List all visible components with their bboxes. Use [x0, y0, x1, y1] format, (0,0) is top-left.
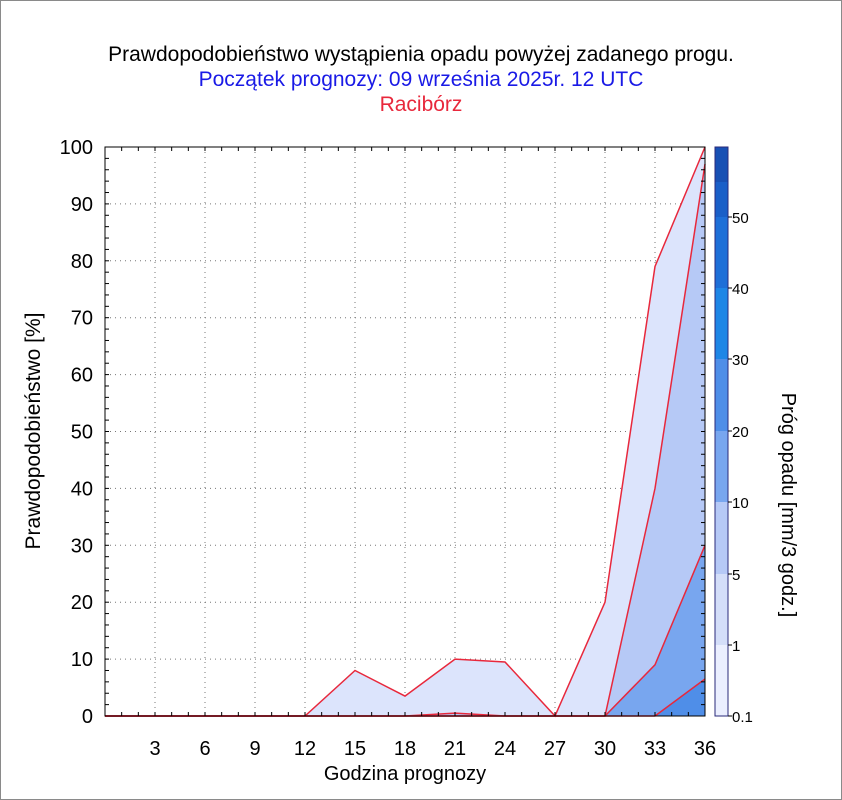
colorbar-segment: [715, 645, 728, 716]
colorbar-tick-label: 50: [732, 210, 749, 227]
y-tick-label: 10: [71, 649, 93, 671]
colorbar-segment: [715, 502, 728, 574]
colorbar-segment: [715, 359, 728, 431]
colorbar-tick-label: 30: [732, 352, 749, 369]
chart-location: Racibórz: [379, 93, 463, 116]
colorbar-segment: [715, 431, 728, 502]
x-tick-label: 27: [544, 738, 566, 760]
chart-subtitle: Początek prognozy: 09 września 2025r. 12…: [198, 68, 644, 91]
y-tick-labels: 0 10 20 30 40 50 60 70 80 90 100: [60, 137, 93, 728]
probability-areas: [105, 147, 705, 716]
colorbar-tick-label: 1: [732, 638, 740, 655]
x-tick-label: 12: [294, 738, 316, 760]
colorbar-segment: [715, 574, 728, 645]
y-axis-label: Prawdopodobieństwo [%]: [22, 313, 45, 550]
area-threshold-1: [105, 164, 705, 716]
y-tick-label: 70: [71, 308, 93, 330]
x-tick-label: 15: [344, 738, 366, 760]
colorbar-tick-label: 0.1: [732, 709, 753, 726]
y-tick-label: 50: [71, 422, 93, 444]
x-tick-label: 33: [644, 738, 666, 760]
y-tick-label: 30: [71, 535, 93, 557]
x-tick-label: 36: [694, 738, 716, 760]
colorbar-tick-labels: 0.1 1 5 10 20 30 40 50: [728, 210, 753, 726]
colorbar-tick-label: 40: [732, 281, 749, 298]
colorbar-segment: [715, 217, 728, 288]
x-tick-label: 18: [394, 738, 416, 760]
x-tick-label: 30: [594, 738, 616, 760]
colorbar: [714, 146, 729, 717]
colorbar-segment: [715, 288, 728, 359]
minor-ticks: [104, 146, 706, 717]
colorbar-segment: [715, 147, 728, 182]
chart-title: Prawdopodobieństwo wystąpienia opadu pow…: [108, 43, 734, 66]
y-tick-label: 20: [71, 592, 93, 614]
y-tick-label: 100: [60, 137, 93, 159]
x-tick-label: 21: [444, 738, 466, 760]
y-tick-label: 80: [71, 251, 93, 273]
y-tick-label: 40: [71, 478, 93, 500]
colorbar-segment: [715, 182, 728, 217]
x-tick-labels: 3 6 9 12 15 18 21 24 27 30 33 36: [149, 738, 716, 760]
colorbar-tick-label: 20: [732, 424, 749, 441]
x-axis-label: Godzina prognozy: [324, 763, 486, 785]
y-tick-label: 60: [71, 365, 93, 387]
x-tick-label: 3: [149, 738, 160, 760]
y-tick-label: 90: [71, 194, 93, 216]
area-threshold-5: [105, 545, 705, 716]
x-tick-label: 6: [199, 738, 210, 760]
x-tick-label: 24: [494, 738, 516, 760]
colorbar-tick-label: 5: [732, 567, 740, 584]
colorbar-tick-label: 10: [732, 495, 749, 512]
y-tick-label: 0: [82, 706, 93, 728]
colorbar-label: Próg opadu [mm/3 godz.]: [777, 393, 799, 618]
x-tick-label: 9: [249, 738, 260, 760]
